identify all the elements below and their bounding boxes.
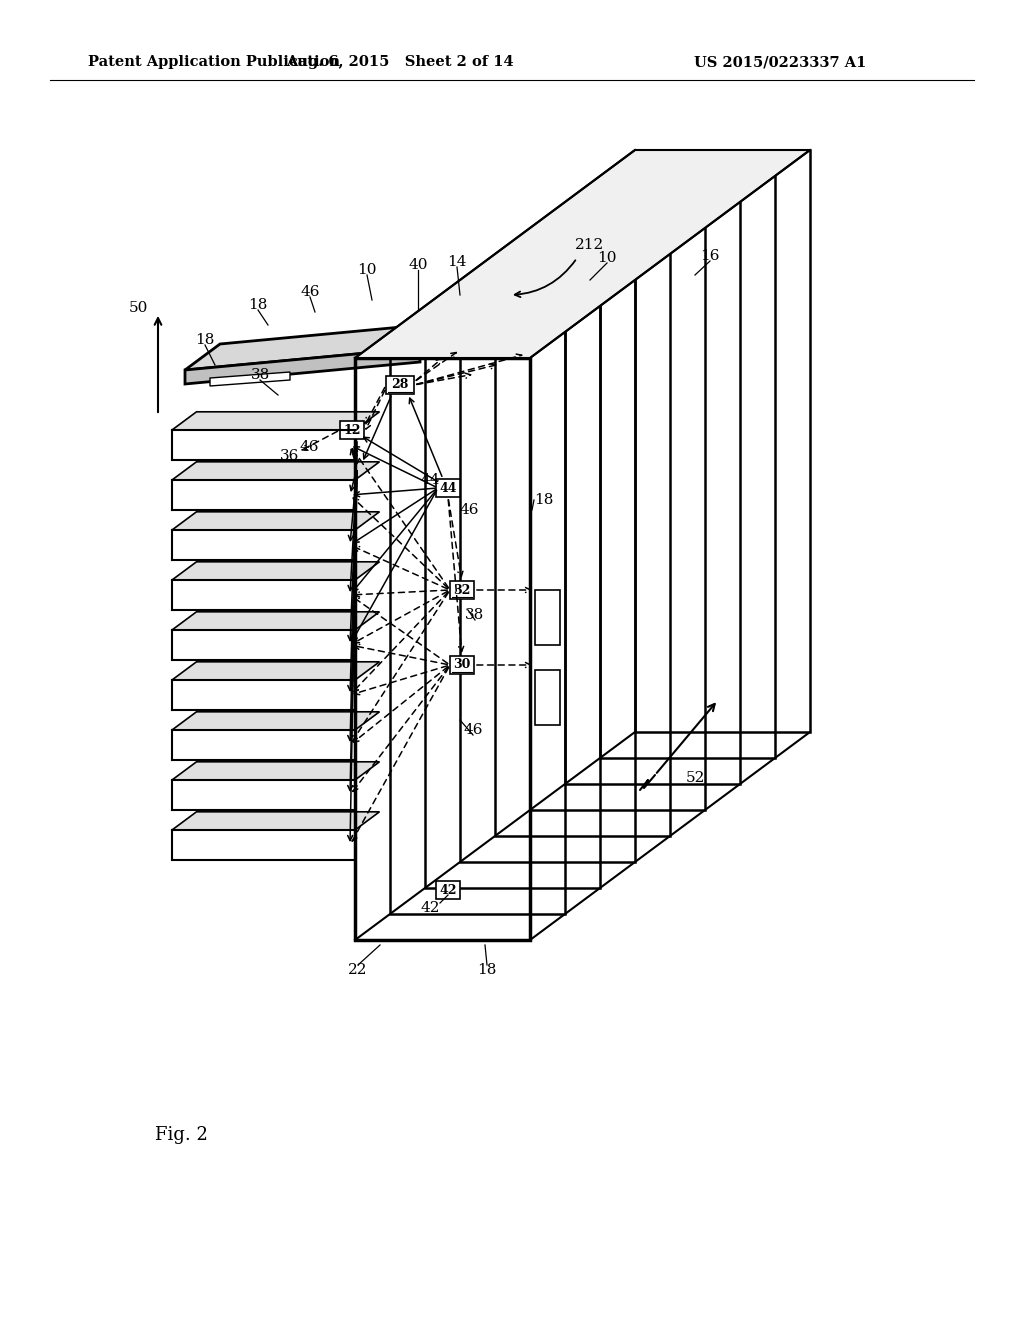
- Text: 46: 46: [300, 440, 319, 454]
- Polygon shape: [450, 656, 474, 675]
- Polygon shape: [340, 421, 364, 440]
- Polygon shape: [172, 462, 380, 480]
- Text: 30: 30: [454, 659, 471, 672]
- Text: 50: 50: [129, 301, 148, 315]
- Text: Aug. 6, 2015   Sheet 2 of 14: Aug. 6, 2015 Sheet 2 of 14: [286, 55, 514, 69]
- Polygon shape: [172, 812, 380, 830]
- Polygon shape: [436, 479, 460, 498]
- Text: 52: 52: [685, 771, 705, 785]
- Text: 10: 10: [357, 263, 377, 277]
- Polygon shape: [172, 711, 380, 730]
- Text: 12: 12: [343, 424, 360, 437]
- Text: 38: 38: [251, 368, 269, 381]
- Polygon shape: [450, 581, 474, 599]
- Polygon shape: [535, 671, 560, 725]
- Text: 22: 22: [348, 964, 368, 977]
- Text: 38: 38: [465, 609, 484, 622]
- Text: 28: 28: [391, 379, 409, 392]
- Text: 46: 46: [460, 503, 479, 517]
- Text: 18: 18: [196, 333, 215, 347]
- Text: 212: 212: [575, 238, 604, 252]
- Text: 32: 32: [454, 583, 471, 597]
- Polygon shape: [355, 150, 810, 358]
- Polygon shape: [172, 611, 380, 630]
- Text: 40: 40: [409, 257, 428, 272]
- Text: 44: 44: [439, 482, 457, 495]
- Polygon shape: [172, 762, 380, 780]
- Text: 18: 18: [477, 964, 497, 977]
- Text: 14: 14: [447, 255, 467, 269]
- Text: Fig. 2: Fig. 2: [155, 1126, 208, 1144]
- Polygon shape: [172, 661, 380, 680]
- Text: 42: 42: [439, 883, 457, 896]
- Polygon shape: [172, 412, 380, 430]
- Polygon shape: [210, 372, 290, 385]
- Polygon shape: [172, 562, 380, 579]
- Text: 16: 16: [700, 249, 720, 263]
- Text: US 2015/0223337 A1: US 2015/0223337 A1: [694, 55, 866, 69]
- Text: 10: 10: [597, 251, 616, 265]
- Polygon shape: [185, 322, 455, 370]
- Polygon shape: [185, 348, 420, 384]
- Text: 46: 46: [300, 285, 319, 300]
- Text: 44: 44: [421, 473, 440, 487]
- Text: 36: 36: [281, 449, 300, 463]
- Polygon shape: [172, 512, 380, 531]
- Text: 42: 42: [421, 902, 440, 915]
- Polygon shape: [386, 376, 414, 393]
- Polygon shape: [535, 590, 560, 645]
- Text: 46: 46: [463, 723, 482, 737]
- Text: 18: 18: [535, 492, 554, 507]
- Polygon shape: [436, 880, 460, 899]
- Text: 18: 18: [248, 298, 267, 312]
- Text: Patent Application Publication: Patent Application Publication: [88, 55, 340, 69]
